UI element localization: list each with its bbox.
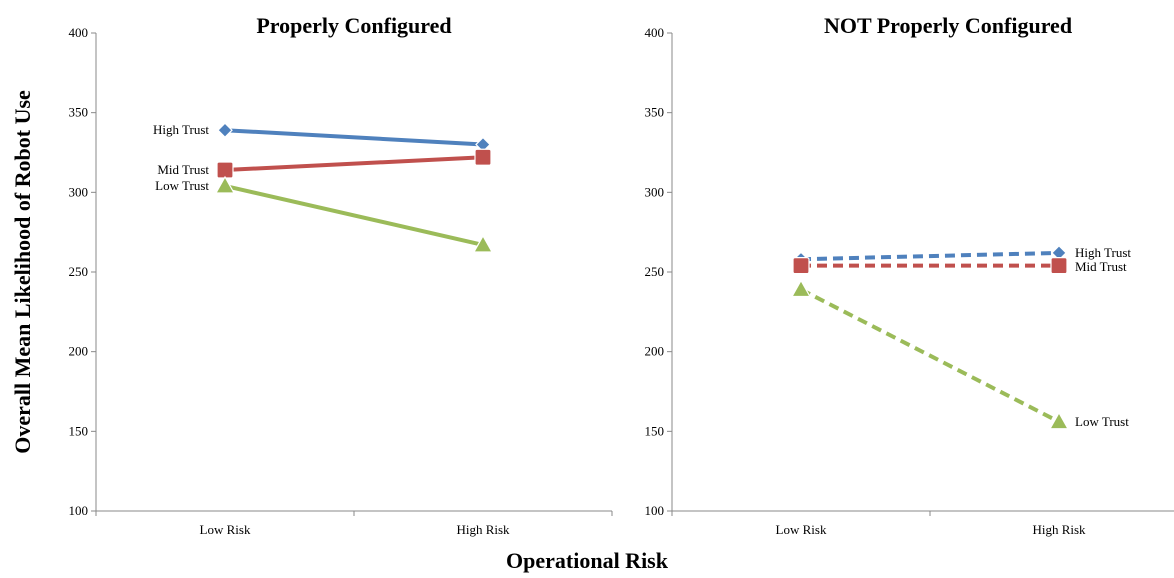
y-tick-label: 400 [645,25,665,40]
series-line-low-trust [800,287,1060,424]
data-point-low-trust-low-risk [214,175,236,194]
y-tick-label: 150 [645,423,665,438]
y-tick-label: 150 [69,423,89,438]
y-tick-label: 350 [645,105,665,120]
data-point-low-trust-high-risk [1048,411,1070,430]
series-label-high-trust: High Trust [1075,245,1131,260]
data-point-low-trust-low-risk [790,279,812,298]
chart-title: NOT Properly Configured [824,13,1072,38]
series-label-high-trust: High Trust [153,122,209,137]
y-tick-label: 200 [69,344,89,359]
y-tick-label: 300 [645,184,665,199]
y-tick-label: 250 [69,264,89,279]
chart-panel-properly-configured: Properly Configured 100 150 200 250 300 350 400… [69,13,613,537]
data-point-high-trust-low-risk [217,122,233,139]
y-tick-label: 200 [645,344,665,359]
series-line-high-trust [224,128,484,147]
y-tick-label: 350 [69,105,89,120]
series-line-high-trust [800,250,1060,262]
y-tick-label: 100 [645,503,665,518]
x-axis-title: Operational Risk [506,548,669,573]
x-tick-label-high-risk: High Risk [456,522,510,537]
chart-panel-not-properly-configured: NOT Properly Configured 100 150 200 250 300 35… [645,13,1174,537]
data-point-mid-trust-high-risk [1050,257,1068,275]
series-line-low-trust [224,184,484,247]
series-label-low-trust: Low Trust [1075,414,1129,429]
chart-title: Properly Configured [256,13,451,38]
y-tick-label: 100 [69,503,89,518]
series-line-mid-trust [224,155,484,173]
y-tick-label: 400 [69,25,89,40]
x-tick-label-low-risk: Low Risk [776,522,827,537]
y-tick-label: 250 [645,264,665,279]
data-point-low-trust-high-risk [472,234,494,253]
x-tick-label-low-risk: Low Risk [200,522,251,537]
data-point-mid-trust-low-risk [216,161,234,179]
series-label-low-trust: Low Trust [155,178,209,193]
data-point-mid-trust-high-risk [474,148,492,166]
data-point-mid-trust-low-risk [792,257,810,275]
x-tick-label-high-risk: High Risk [1032,522,1086,537]
series-label-mid-trust: Mid Trust [157,162,209,177]
series-label-mid-trust: Mid Trust [1075,259,1127,274]
y-axis-title: Overall Mean Likelihood of Robot Use [10,90,35,454]
y-tick-label: 300 [69,184,89,199]
